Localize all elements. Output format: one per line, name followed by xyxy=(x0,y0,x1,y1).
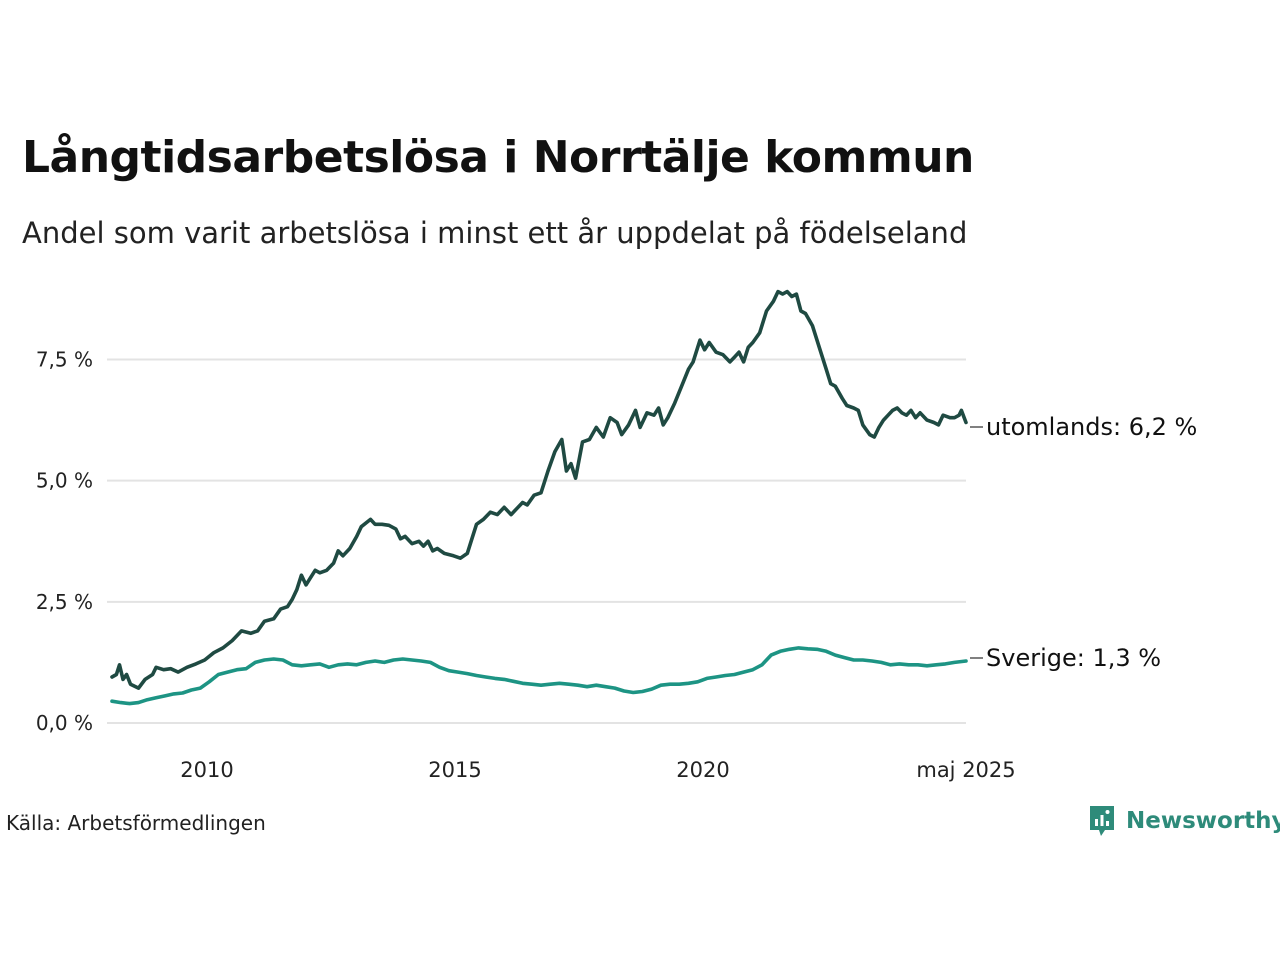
chart-subtitle: Andel som varit arbetslösa i minst ett å… xyxy=(22,216,968,250)
brand[interactable]: Newsworthy xyxy=(1088,804,1280,838)
y-tick-label: 7,5 % xyxy=(36,348,93,372)
y-tick-label: 2,5 % xyxy=(36,590,93,614)
y-axis-ticks: 0,0 % 2,5 % 5,0 % 7,5 % xyxy=(36,348,93,735)
y-tick-label: 0,0 % xyxy=(36,711,93,735)
y-tick-label: 5,0 % xyxy=(36,469,93,493)
end-labels: utomlands: 6,2 % Sverige: 1,3 % xyxy=(970,413,1197,672)
x-tick-label: maj 2025 xyxy=(916,758,1015,782)
x-tick-label: 2010 xyxy=(180,758,233,782)
chart-title: Långtidsarbetslösa i Norrtälje kommun xyxy=(22,132,974,183)
end-label-utomlands: utomlands: 6,2 % xyxy=(986,413,1197,441)
newsworthy-logo-icon xyxy=(1090,806,1114,836)
end-label-sverige: Sverige: 1,3 % xyxy=(986,644,1161,672)
brand-name: Newsworthy xyxy=(1126,808,1280,834)
x-axis-ticks: 2010 2015 2020 maj 2025 xyxy=(180,758,1015,782)
series-line-sverige xyxy=(110,646,968,706)
series-lines xyxy=(110,289,968,706)
series-line-utomlands xyxy=(110,289,968,690)
source-note: Källa: Arbetsförmedlingen xyxy=(6,811,266,835)
x-tick-label: 2020 xyxy=(676,758,729,782)
x-tick-label: 2015 xyxy=(428,758,481,782)
